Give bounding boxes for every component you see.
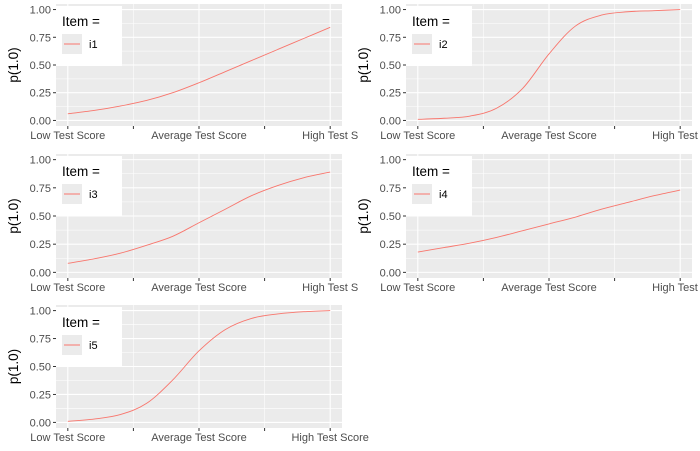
- legend-label: i3: [89, 189, 98, 201]
- facet-panel-5: 0.00 0.25 0.50 0.75 1.00 Low Test Score Averag…: [6, 305, 369, 444]
- y-tick-label: 0.25: [380, 88, 401, 100]
- y-tick-label: 0.00: [30, 115, 51, 127]
- y-tick-label: 0.50: [380, 60, 401, 72]
- x-tick-label: High Test S: [652, 130, 700, 142]
- legend-title: Item =: [412, 14, 450, 29]
- legend-label: i2: [439, 39, 448, 51]
- y-tick-label: 0.25: [30, 88, 51, 100]
- facet-panel-3: 0.00 0.25 0.50 0.75 1.00 Low Test Score Averag…: [6, 154, 358, 294]
- legend-title: Item =: [62, 14, 100, 29]
- y-axis-title: p(1.0): [6, 47, 21, 82]
- x-tick-label: Average Test Score: [501, 282, 597, 294]
- y-tick-label: 0.00: [30, 417, 51, 429]
- x-tick-label: High Test S: [302, 282, 358, 294]
- series-line-i4: [417, 189, 681, 253]
- y-axis-title: p(1.0): [356, 198, 371, 233]
- y-tick-label: 0.00: [380, 115, 401, 127]
- legend-label: i5: [89, 340, 98, 352]
- y-tick-label: 1.00: [30, 5, 51, 17]
- legend-label: i4: [439, 189, 448, 201]
- legend-title: Item =: [412, 164, 450, 179]
- legend-title: Item =: [62, 164, 100, 179]
- y-tick-label: 0.25: [30, 239, 51, 251]
- y-tick-label: 0.75: [30, 334, 51, 346]
- facet-panel-2: 0.00 0.25 0.50 0.75 1.00 Low Test Score Averag…: [356, 4, 700, 142]
- x-tick-label: Low Test Score: [30, 282, 105, 294]
- y-tick-label: 0.25: [380, 239, 401, 251]
- x-tick-label: High Test Score: [291, 432, 368, 444]
- x-tick-label: Average Test Score: [151, 432, 247, 444]
- y-tick-label: 1.00: [30, 306, 51, 318]
- y-tick-label: 0.75: [30, 183, 51, 195]
- y-axis-title: p(1.0): [356, 47, 371, 82]
- y-tick-label: 0.00: [30, 267, 51, 279]
- y-tick-label: 0.75: [30, 32, 51, 44]
- x-tick-label: Low Test Score: [380, 282, 455, 294]
- series-line-i1: [67, 26, 331, 115]
- y-tick-label: 1.00: [380, 155, 401, 167]
- legend-title: Item =: [62, 315, 100, 330]
- x-tick-label: High Test S: [302, 130, 358, 142]
- x-tick-label: Average Test Score: [151, 130, 247, 142]
- y-tick-label: 0.75: [380, 183, 401, 195]
- y-tick-label: 0.00: [380, 267, 401, 279]
- x-tick-label: Low Test Score: [380, 130, 455, 142]
- legend-label: i1: [89, 39, 98, 51]
- facet-panel-4: 0.00 0.25 0.50 0.75 1.00 Low Test Score Averag…: [356, 154, 700, 294]
- x-tick-label: Average Test Score: [501, 130, 597, 142]
- x-tick-label: Average Test Score: [151, 282, 247, 294]
- y-tick-label: 0.50: [380, 211, 401, 223]
- series-line-i3: [67, 171, 331, 264]
- y-tick-label: 0.50: [30, 60, 51, 72]
- y-tick-label: 0.25: [30, 389, 51, 401]
- series-line-i5: [67, 310, 331, 422]
- y-tick-label: 0.75: [380, 32, 401, 44]
- y-tick-label: 0.50: [30, 362, 51, 374]
- y-tick-label: 1.00: [380, 5, 401, 17]
- facet-panel-1: 0.00 0.25 0.50 0.75 1.00 Low Test Score Averag…: [6, 4, 358, 142]
- y-axis-title: p(1.0): [6, 198, 21, 233]
- y-tick-label: 1.00: [30, 155, 51, 167]
- x-tick-label: High Test S: [652, 282, 700, 294]
- y-axis-title: p(1.0): [6, 349, 21, 384]
- x-tick-label: Low Test Score: [30, 130, 105, 142]
- y-tick-label: 0.50: [30, 211, 51, 223]
- series-line-i2: [417, 9, 681, 120]
- x-tick-label: Low Test Score: [30, 432, 105, 444]
